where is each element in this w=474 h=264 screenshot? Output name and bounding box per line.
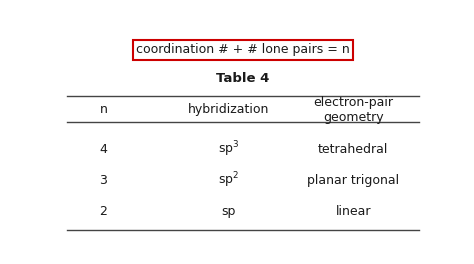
Text: linear: linear [336,205,371,218]
Text: tetrahedral: tetrahedral [318,143,388,156]
Text: coordination # + # lone pairs = n: coordination # + # lone pairs = n [136,44,350,56]
Text: $\mathregular{sp^2}$: $\mathregular{sp^2}$ [218,170,239,190]
Text: electron-pair
geometry: electron-pair geometry [313,96,393,124]
Text: planar trigonal: planar trigonal [307,173,399,187]
Text: 2: 2 [100,205,107,218]
Text: $\mathregular{sp^3}$: $\mathregular{sp^3}$ [218,140,239,159]
Text: 3: 3 [100,173,107,187]
Text: 4: 4 [100,143,107,156]
Text: Table 4: Table 4 [216,72,270,85]
Text: sp: sp [221,205,236,218]
Text: n: n [100,103,107,116]
Text: hybridization: hybridization [188,103,269,116]
